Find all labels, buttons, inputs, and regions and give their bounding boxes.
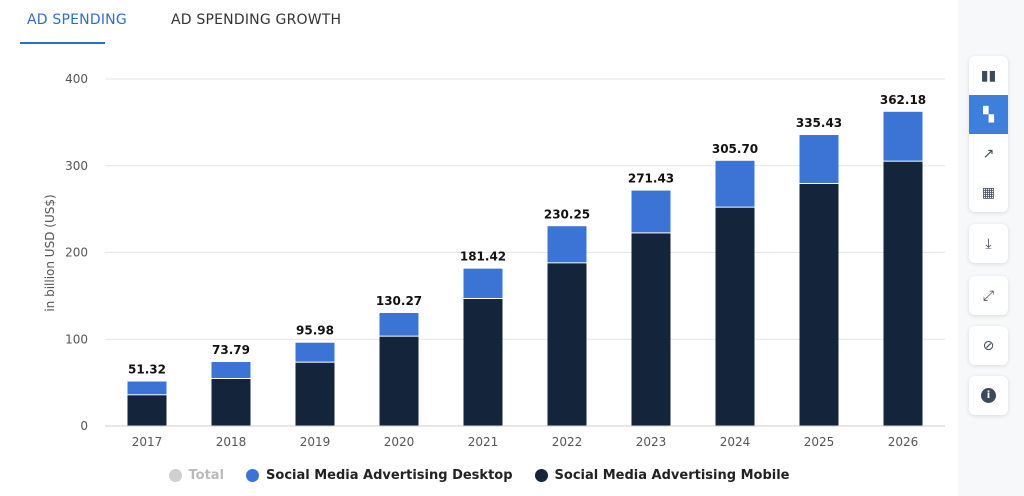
table-icon[interactable]: ▦ xyxy=(981,184,996,201)
x-tick-label: 2021 xyxy=(468,435,499,449)
bar-mobile xyxy=(631,233,671,426)
bar-mobile xyxy=(127,395,167,426)
data-label: 73.79 xyxy=(212,343,250,357)
y-tick-label: 200 xyxy=(65,246,88,260)
bar-mobile xyxy=(715,207,755,426)
line-trend-icon[interactable]: ↗ xyxy=(982,145,995,162)
data-label: 230.25 xyxy=(544,207,590,221)
bar-desktop xyxy=(799,135,839,183)
y-tick-label: 0 xyxy=(80,419,88,433)
data-label: 335.43 xyxy=(796,116,842,130)
desktop-dot-icon xyxy=(246,469,260,482)
bar-mobile xyxy=(883,161,923,427)
x-tick-label: 2022 xyxy=(552,435,583,449)
download-button[interactable]: ⤓ xyxy=(969,224,1008,263)
data-label: 130.27 xyxy=(376,294,422,308)
hide-icon[interactable]: ⊘ xyxy=(982,337,995,354)
x-tick-label: 2020 xyxy=(384,435,415,449)
bar-desktop xyxy=(127,381,167,395)
bar-desktop xyxy=(211,361,251,378)
y-tick-label: 100 xyxy=(65,332,88,346)
legend-item-mobile[interactable]: Social Media Advertising Mobile xyxy=(534,468,790,483)
data-label: 51.32 xyxy=(128,362,166,376)
data-label: 271.43 xyxy=(628,172,674,186)
stacked-bar-chart: 0 100 200 300 400 in billion USD (US$) 51.32 20… xyxy=(43,72,945,449)
bar-mobile xyxy=(379,336,419,426)
bar-desktop xyxy=(379,312,419,336)
chart-card: AD SPENDING AD SPENDING GROWTH 0 100 200 30… xyxy=(0,12,958,483)
expand-icon[interactable]: ⤢ xyxy=(982,287,995,304)
hide-button[interactable]: ⊘ xyxy=(969,326,1008,365)
legend-label: Social Media Advertising Desktop xyxy=(266,468,513,483)
x-tick-label: 2026 xyxy=(888,435,919,449)
x-tick-label: 2025 xyxy=(804,435,835,449)
x-tick-label: 2017 xyxy=(132,435,163,449)
data-label: 181.42 xyxy=(460,250,506,264)
expand-button[interactable]: ⤢ xyxy=(969,276,1008,315)
legend: Total Social Media Advertising Desktop S… xyxy=(0,468,958,483)
legend-label: Social Media Advertising Mobile xyxy=(554,468,790,483)
legend-label: Total xyxy=(188,468,225,483)
bar-desktop xyxy=(463,268,503,298)
chart-type-group: ▮▮ ▚ ↗ ▦ xyxy=(969,56,1008,212)
download-icon[interactable]: ⤓ xyxy=(985,235,992,252)
bar-desktop xyxy=(631,190,671,233)
bar-desktop xyxy=(295,342,335,362)
mobile-dot-icon xyxy=(534,469,548,482)
bar-mobile xyxy=(799,183,839,426)
bar-mobile xyxy=(547,263,587,426)
bar-mobile xyxy=(211,378,251,426)
info-button[interactable]: i xyxy=(969,376,1008,415)
tab-ad-spending-growth[interactable]: AD SPENDING GROWTH xyxy=(171,12,342,28)
y-tick-label: 400 xyxy=(65,72,88,86)
x-tick-label: 2018 xyxy=(216,435,247,449)
y-axis-label: in billion USD (US$) xyxy=(43,194,57,311)
x-tick-label: 2023 xyxy=(636,435,667,449)
bar-desktop xyxy=(883,111,923,161)
stacked-bar-icon[interactable]: ▚ xyxy=(969,95,1008,134)
legend-item-total[interactable]: Total xyxy=(168,468,225,483)
info-icon[interactable]: i xyxy=(969,376,1008,415)
bar-chart-icon[interactable]: ▮▮ xyxy=(980,67,997,84)
tab-ad-spending[interactable]: AD SPENDING xyxy=(27,12,127,28)
data-label: 362.18 xyxy=(880,93,926,107)
x-tick-label: 2019 xyxy=(300,435,331,449)
bar-mobile xyxy=(463,298,503,426)
data-label: 305.70 xyxy=(712,142,758,156)
x-tick-label: 2024 xyxy=(720,435,751,449)
bar-desktop xyxy=(715,160,755,207)
total-dot-icon xyxy=(168,469,182,482)
legend-item-desktop[interactable]: Social Media Advertising Desktop xyxy=(246,468,513,483)
bar-mobile xyxy=(295,362,335,426)
active-tab-underline xyxy=(20,42,105,44)
bar-desktop xyxy=(547,226,587,263)
data-label: 95.98 xyxy=(296,324,334,338)
y-tick-label: 300 xyxy=(65,159,88,173)
